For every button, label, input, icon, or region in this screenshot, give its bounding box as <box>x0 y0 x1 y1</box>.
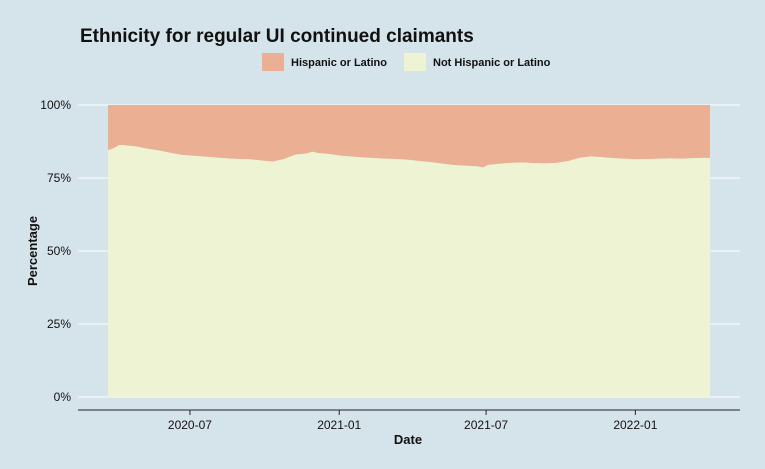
y-axis-ticks: 0% 25% 50% 75% 100% <box>40 98 71 404</box>
y-tick-label: 75% <box>47 171 71 185</box>
y-tick-label: 100% <box>40 98 71 112</box>
x-axis-title: Date <box>394 432 422 447</box>
x-tick-label: 2022-01 <box>613 418 657 432</box>
x-tick-label: 2021-01 <box>317 418 361 432</box>
legend-swatch-not-hispanic <box>404 53 426 71</box>
y-tick-label: 25% <box>47 317 71 331</box>
x-axis-ticks: 2020-07 2021-01 2021-07 2022-01 <box>168 410 658 432</box>
area-hispanic-or-latino <box>108 105 710 168</box>
legend-label-hispanic: Hispanic or Latino <box>291 57 387 69</box>
area-not-hispanic-or-latino <box>108 145 710 397</box>
y-axis-title: Percentage <box>25 216 40 286</box>
x-tick-label: 2020-07 <box>168 418 212 432</box>
legend-label-not-hispanic: Not Hispanic or Latino <box>433 57 551 69</box>
x-tick-label: 2021-07 <box>464 418 508 432</box>
chart-title: Ethnicity for regular UI continued claim… <box>80 26 474 47</box>
legend: Hispanic or Latino Not Hispanic or Latin… <box>262 53 551 71</box>
legend-swatch-hispanic <box>262 53 284 71</box>
stacked-areas <box>108 105 710 397</box>
y-tick-label: 0% <box>54 390 72 404</box>
y-tick-label: 50% <box>47 244 71 258</box>
